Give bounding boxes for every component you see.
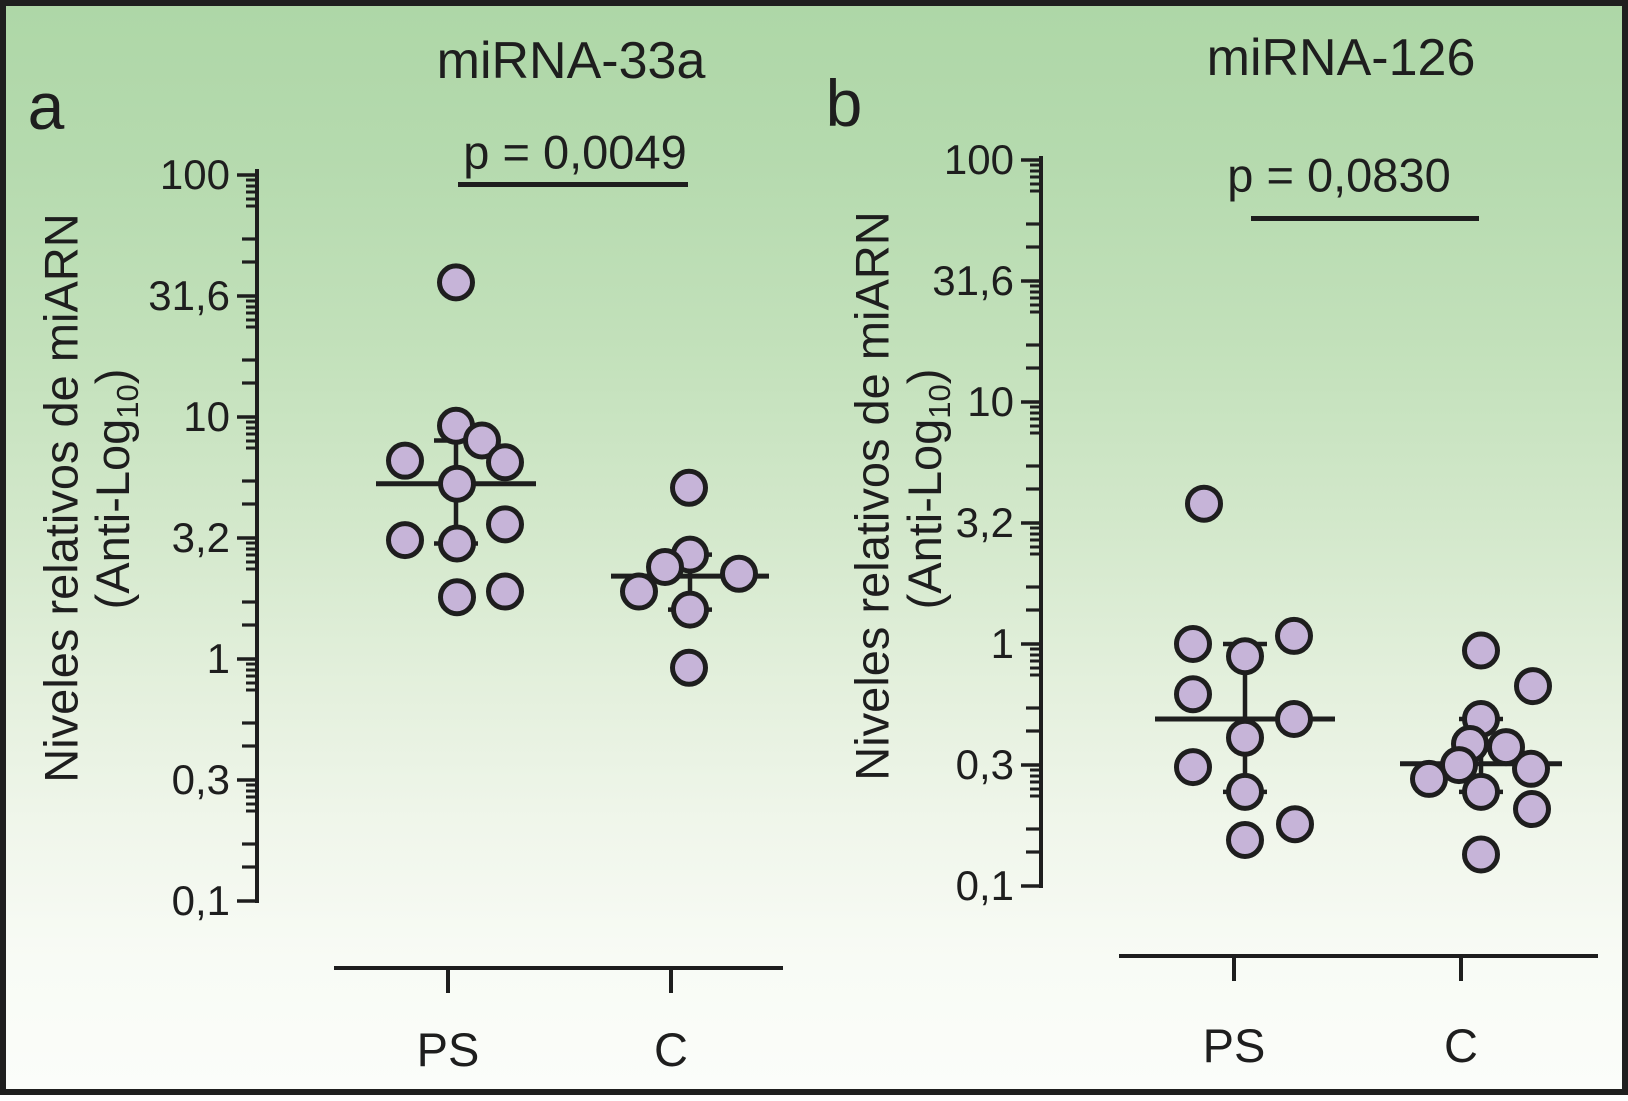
y-tick-label: 1 bbox=[207, 635, 230, 682]
panel-b-title: miRNA-126 bbox=[1206, 29, 1476, 87]
x-group-label-ps: PS bbox=[1203, 1019, 1266, 1072]
y-tick-label: 3,2 bbox=[172, 514, 230, 561]
significance-bar-b bbox=[1251, 216, 1479, 221]
y-tick-label: 0,1 bbox=[172, 877, 230, 924]
y-axis-title-b-line2-prefix: (Anti-Log bbox=[898, 418, 951, 610]
y-axis-title-b-line1: Niveles relativos de miARN bbox=[845, 211, 899, 781]
data-point bbox=[1462, 835, 1500, 874]
data-point bbox=[438, 524, 476, 563]
data-point bbox=[486, 505, 524, 544]
data-point bbox=[720, 554, 758, 593]
y-tick-label: 10 bbox=[183, 393, 230, 440]
y-axis-title-b-line2-subscript: 10 bbox=[922, 384, 957, 419]
data-point bbox=[386, 441, 424, 480]
data-point bbox=[670, 648, 708, 687]
data-point bbox=[1185, 484, 1223, 523]
y-tick-label: 1 bbox=[991, 620, 1014, 667]
y-axis-title-b-line2: (Anti-Log10) bbox=[898, 368, 957, 610]
data-point bbox=[1487, 728, 1525, 767]
y-tick-label: 3,2 bbox=[956, 499, 1014, 546]
data-point bbox=[1226, 820, 1264, 859]
data-point bbox=[1462, 772, 1500, 811]
data-point bbox=[1174, 675, 1212, 714]
data-point bbox=[1226, 637, 1264, 676]
y-tick-label: 0,3 bbox=[956, 741, 1014, 788]
data-point bbox=[437, 263, 475, 302]
x-group-label-ps: PS bbox=[417, 1023, 480, 1076]
y-tick-label: 100 bbox=[944, 136, 1014, 183]
data-point bbox=[486, 572, 524, 611]
y-tick-label: 0,1 bbox=[956, 862, 1014, 909]
panel-a-title: miRNA-33a bbox=[436, 32, 706, 90]
data-point bbox=[438, 464, 476, 503]
data-point bbox=[1462, 631, 1500, 670]
data-point bbox=[620, 572, 658, 611]
y-tick-label: 100 bbox=[160, 151, 230, 198]
y-tick-label: 10 bbox=[967, 378, 1014, 425]
data-point bbox=[1275, 699, 1313, 738]
data-point bbox=[463, 421, 501, 460]
y-axis-title-a-line2-subscript: 10 bbox=[110, 384, 145, 419]
y-tick-label: 31,6 bbox=[148, 272, 230, 319]
data-point bbox=[1226, 718, 1264, 757]
data-point bbox=[386, 521, 424, 560]
chart-canvas: 100 31,6 10 3,2 1 0,3 0,1 PS C 100 31,6 10 3,2 1 0,3 0,… bbox=[148, 136, 1598, 1076]
data-point bbox=[1440, 746, 1478, 785]
data-point bbox=[1514, 667, 1552, 706]
y-axis-title-a-line2-suffix: ) bbox=[86, 368, 139, 385]
data-point bbox=[670, 468, 708, 507]
data-point bbox=[1275, 616, 1313, 655]
data-point bbox=[1174, 748, 1212, 787]
data-point bbox=[1276, 805, 1314, 844]
y-axis-title-a-line2-prefix: (Anti-Log bbox=[86, 418, 139, 610]
data-point bbox=[486, 443, 524, 482]
data-point bbox=[671, 590, 709, 629]
panel-a-letter: a bbox=[27, 69, 65, 143]
x-group-label-c: C bbox=[654, 1023, 688, 1076]
y-axis-title-a-line2: (Anti-Log10) bbox=[86, 368, 145, 610]
data-point bbox=[1512, 749, 1550, 788]
y-tick-label: 0,3 bbox=[172, 756, 230, 803]
data-point bbox=[1410, 759, 1448, 798]
data-point bbox=[1226, 772, 1264, 811]
y-axis-title-b-line2-suffix: ) bbox=[898, 368, 951, 385]
panel-a-p-value: p = 0,0049 bbox=[463, 125, 687, 179]
x-group-label-c: C bbox=[1444, 1019, 1478, 1072]
panel-b-p-value: p = 0,0830 bbox=[1227, 148, 1451, 202]
data-point bbox=[1513, 790, 1551, 829]
data-point bbox=[646, 547, 684, 586]
data-point bbox=[1174, 625, 1212, 663]
data-point bbox=[438, 578, 476, 617]
y-axis-title-a-line1: Niveles relativos de miARN bbox=[34, 213, 88, 783]
panel-b-letter: b bbox=[825, 66, 863, 140]
significance-bar-a bbox=[458, 182, 688, 187]
y-tick-label: 31,6 bbox=[932, 257, 1014, 304]
